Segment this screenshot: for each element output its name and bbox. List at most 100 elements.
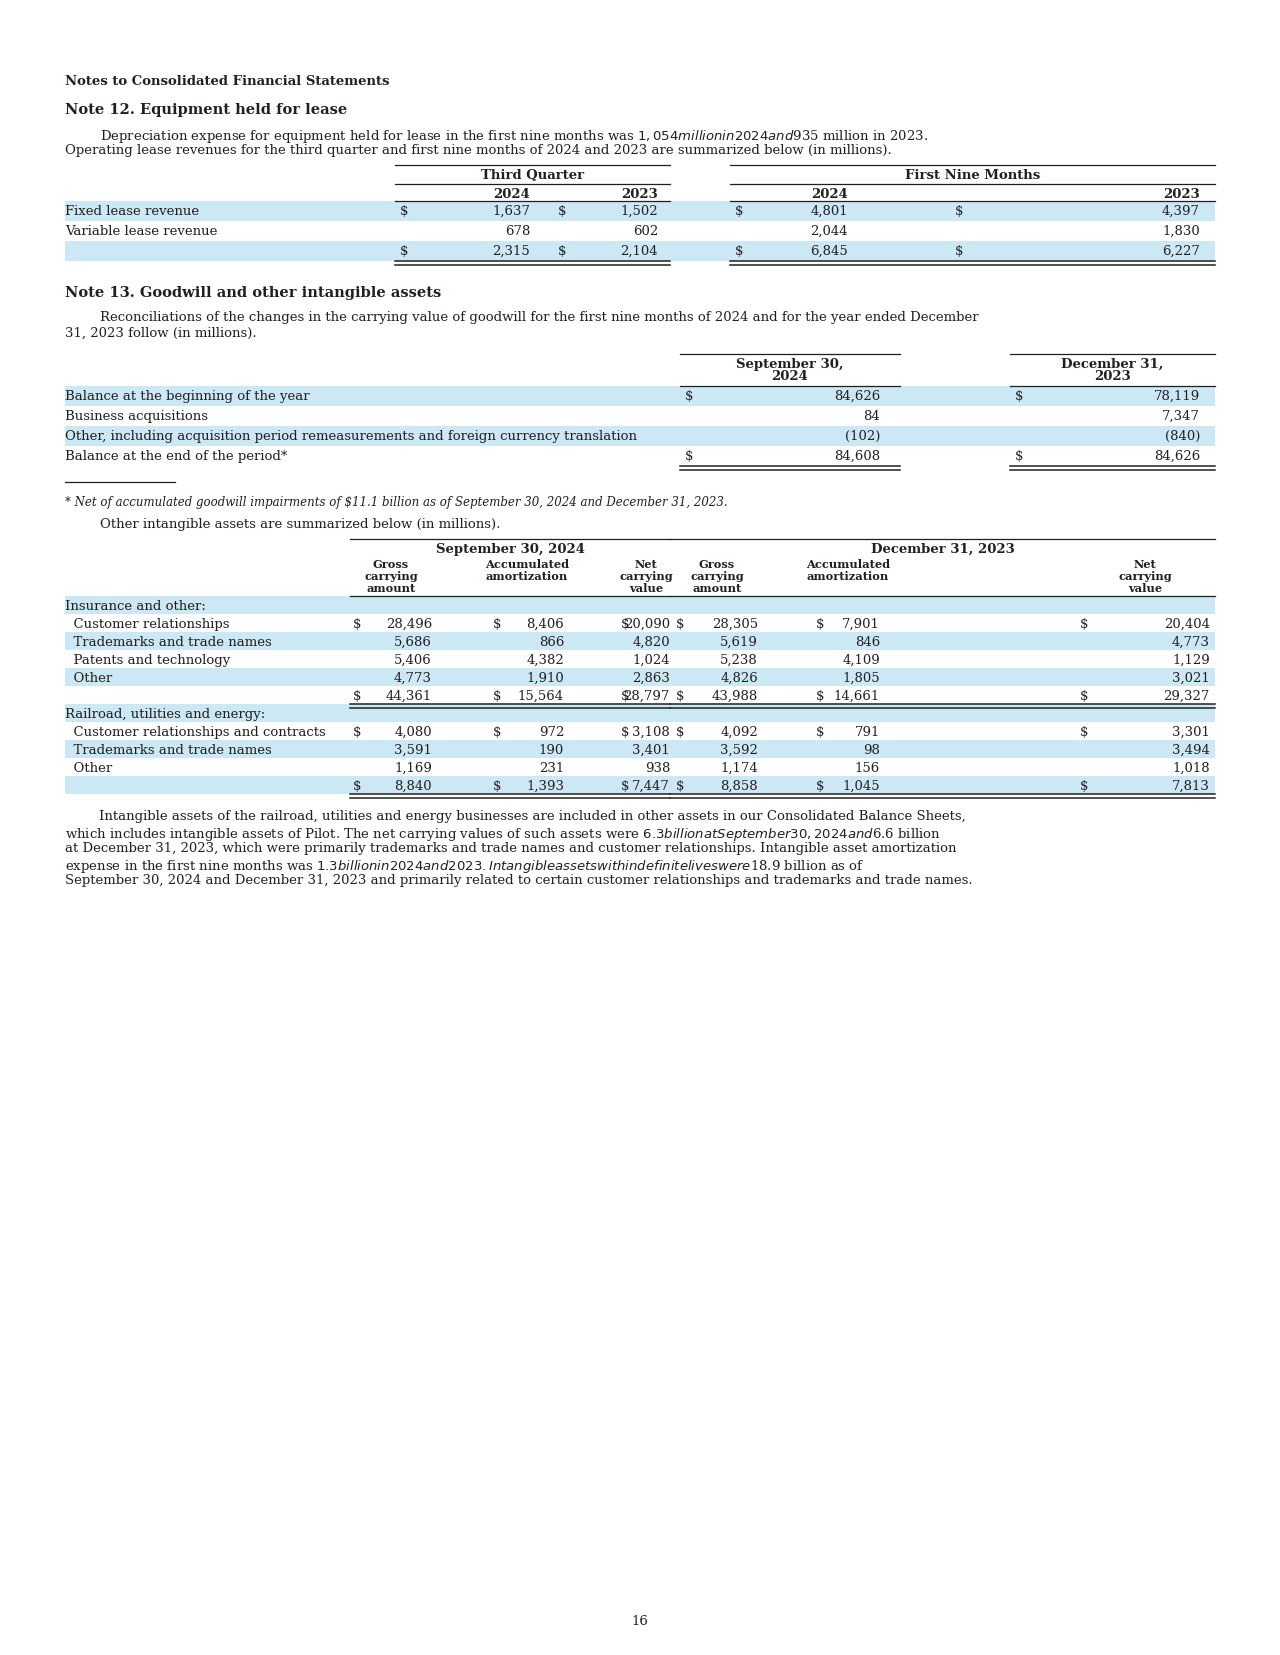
Text: 190: 190	[539, 743, 564, 756]
Text: First Nine Months: First Nine Months	[905, 169, 1041, 182]
Text: Patents and technology: Patents and technology	[65, 654, 230, 667]
Text: Railroad, utilities and energy:: Railroad, utilities and energy:	[65, 708, 265, 720]
Text: carrying: carrying	[364, 571, 417, 581]
Bar	[65, 427, 1215, 447]
Text: 3,592: 3,592	[721, 743, 758, 756]
Text: Note 12. Equipment held for lease: Note 12. Equipment held for lease	[65, 103, 347, 118]
Text: amount: amount	[692, 583, 741, 594]
Text: Other intangible assets are summarized below (in millions).: Other intangible assets are summarized b…	[100, 518, 500, 531]
Text: $: $	[1080, 617, 1088, 631]
Text: 3,494: 3,494	[1172, 743, 1210, 756]
Text: 84: 84	[863, 410, 881, 422]
Text: 2,104: 2,104	[621, 245, 658, 258]
Text: 6,845: 6,845	[810, 245, 849, 258]
Text: 15,564: 15,564	[518, 690, 564, 703]
Text: $: $	[676, 617, 685, 631]
Text: Fixed lease revenue: Fixed lease revenue	[65, 205, 200, 218]
Text: 2,315: 2,315	[493, 245, 530, 258]
Text: 1,502: 1,502	[621, 205, 658, 218]
Text: September 30, 2024: September 30, 2024	[435, 543, 585, 556]
Text: 1,910: 1,910	[526, 672, 564, 685]
Text: 1,830: 1,830	[1162, 225, 1201, 238]
Text: $: $	[817, 780, 824, 793]
Bar	[65, 597, 1215, 614]
Text: Reconciliations of the changes in the carrying value of goodwill for the first n: Reconciliations of the changes in the ca…	[100, 311, 979, 324]
Text: $: $	[676, 690, 685, 703]
Text: 5,619: 5,619	[721, 636, 758, 649]
Text: 14,661: 14,661	[833, 690, 881, 703]
Text: Trademarks and trade names: Trademarks and trade names	[65, 743, 271, 756]
Text: 4,092: 4,092	[721, 725, 758, 738]
Text: $: $	[558, 245, 567, 258]
Text: value: value	[628, 583, 663, 594]
Text: 602: 602	[632, 225, 658, 238]
Text: carrying: carrying	[1119, 571, 1172, 581]
Text: $: $	[1080, 780, 1088, 793]
Text: 846: 846	[855, 636, 881, 649]
Text: Customer relationships and contracts: Customer relationships and contracts	[65, 725, 325, 738]
Text: 8,840: 8,840	[394, 780, 433, 793]
Text: 5,406: 5,406	[394, 654, 433, 667]
Text: 16: 16	[631, 1614, 649, 1627]
Text: 20,404: 20,404	[1164, 617, 1210, 631]
Text: 1,393: 1,393	[526, 780, 564, 793]
Text: 44,361: 44,361	[385, 690, 433, 703]
Text: $: $	[399, 205, 408, 218]
Text: 7,447: 7,447	[632, 780, 669, 793]
Text: 1,018: 1,018	[1172, 761, 1210, 775]
Text: 78,119: 78,119	[1153, 391, 1201, 402]
Text: (840): (840)	[1165, 430, 1201, 444]
Bar	[65, 202, 1215, 222]
Text: $: $	[621, 617, 630, 631]
Text: $: $	[817, 617, 824, 631]
Bar	[65, 632, 1215, 650]
Text: (102): (102)	[845, 430, 881, 444]
Text: carrying: carrying	[690, 571, 744, 581]
Text: Business acquisitions: Business acquisitions	[65, 410, 207, 422]
Text: $: $	[399, 245, 408, 258]
Text: 3,021: 3,021	[1172, 672, 1210, 685]
Text: 4,826: 4,826	[721, 672, 758, 685]
Text: 7,901: 7,901	[842, 617, 881, 631]
Text: September 30, 2024 and December 31, 2023 and primarily related to certain custom: September 30, 2024 and December 31, 2023…	[65, 874, 973, 887]
Text: 43,988: 43,988	[712, 690, 758, 703]
Text: 3,108: 3,108	[632, 725, 669, 738]
Text: Accumulated: Accumulated	[485, 559, 570, 569]
Text: Third Quarter: Third Quarter	[481, 169, 584, 182]
Text: 678: 678	[504, 225, 530, 238]
Text: 2023: 2023	[621, 189, 658, 200]
Text: 4,080: 4,080	[394, 725, 433, 738]
Text: Other: Other	[65, 672, 113, 685]
Text: 8,406: 8,406	[526, 617, 564, 631]
Text: 28,305: 28,305	[712, 617, 758, 631]
Text: $: $	[493, 617, 502, 631]
Text: $: $	[1015, 450, 1024, 463]
Text: $: $	[621, 725, 630, 738]
Text: Intangible assets of the railroad, utilities and energy businesses are included : Intangible assets of the railroad, utili…	[65, 809, 965, 823]
Text: $: $	[353, 690, 361, 703]
Text: 8,858: 8,858	[721, 780, 758, 793]
Text: Net: Net	[635, 559, 658, 569]
Text: Trademarks and trade names: Trademarks and trade names	[65, 636, 271, 649]
Text: 791: 791	[855, 725, 881, 738]
Text: Other, including acquisition period remeasurements and foreign currency translat: Other, including acquisition period reme…	[65, 430, 637, 444]
Text: $: $	[1015, 391, 1024, 402]
Text: 938: 938	[645, 761, 669, 775]
Text: 1,169: 1,169	[394, 761, 433, 775]
Text: $: $	[676, 725, 685, 738]
Text: $: $	[685, 450, 694, 463]
Text: 1,129: 1,129	[1172, 654, 1210, 667]
Text: 20,090: 20,090	[623, 617, 669, 631]
Text: 2024: 2024	[812, 189, 849, 200]
Text: 98: 98	[863, 743, 881, 756]
Text: $: $	[558, 205, 567, 218]
Text: Gross: Gross	[699, 559, 735, 569]
Bar	[65, 776, 1215, 794]
Text: Balance at the beginning of the year: Balance at the beginning of the year	[65, 391, 310, 402]
Text: 7,347: 7,347	[1162, 410, 1201, 422]
Text: Variable lease revenue: Variable lease revenue	[65, 225, 218, 238]
Text: 4,397: 4,397	[1162, 205, 1201, 218]
Text: $: $	[817, 690, 824, 703]
Text: 3,301: 3,301	[1172, 725, 1210, 738]
Text: which includes intangible assets of Pilot. The net carrying values of such asset: which includes intangible assets of Pilo…	[65, 826, 941, 842]
